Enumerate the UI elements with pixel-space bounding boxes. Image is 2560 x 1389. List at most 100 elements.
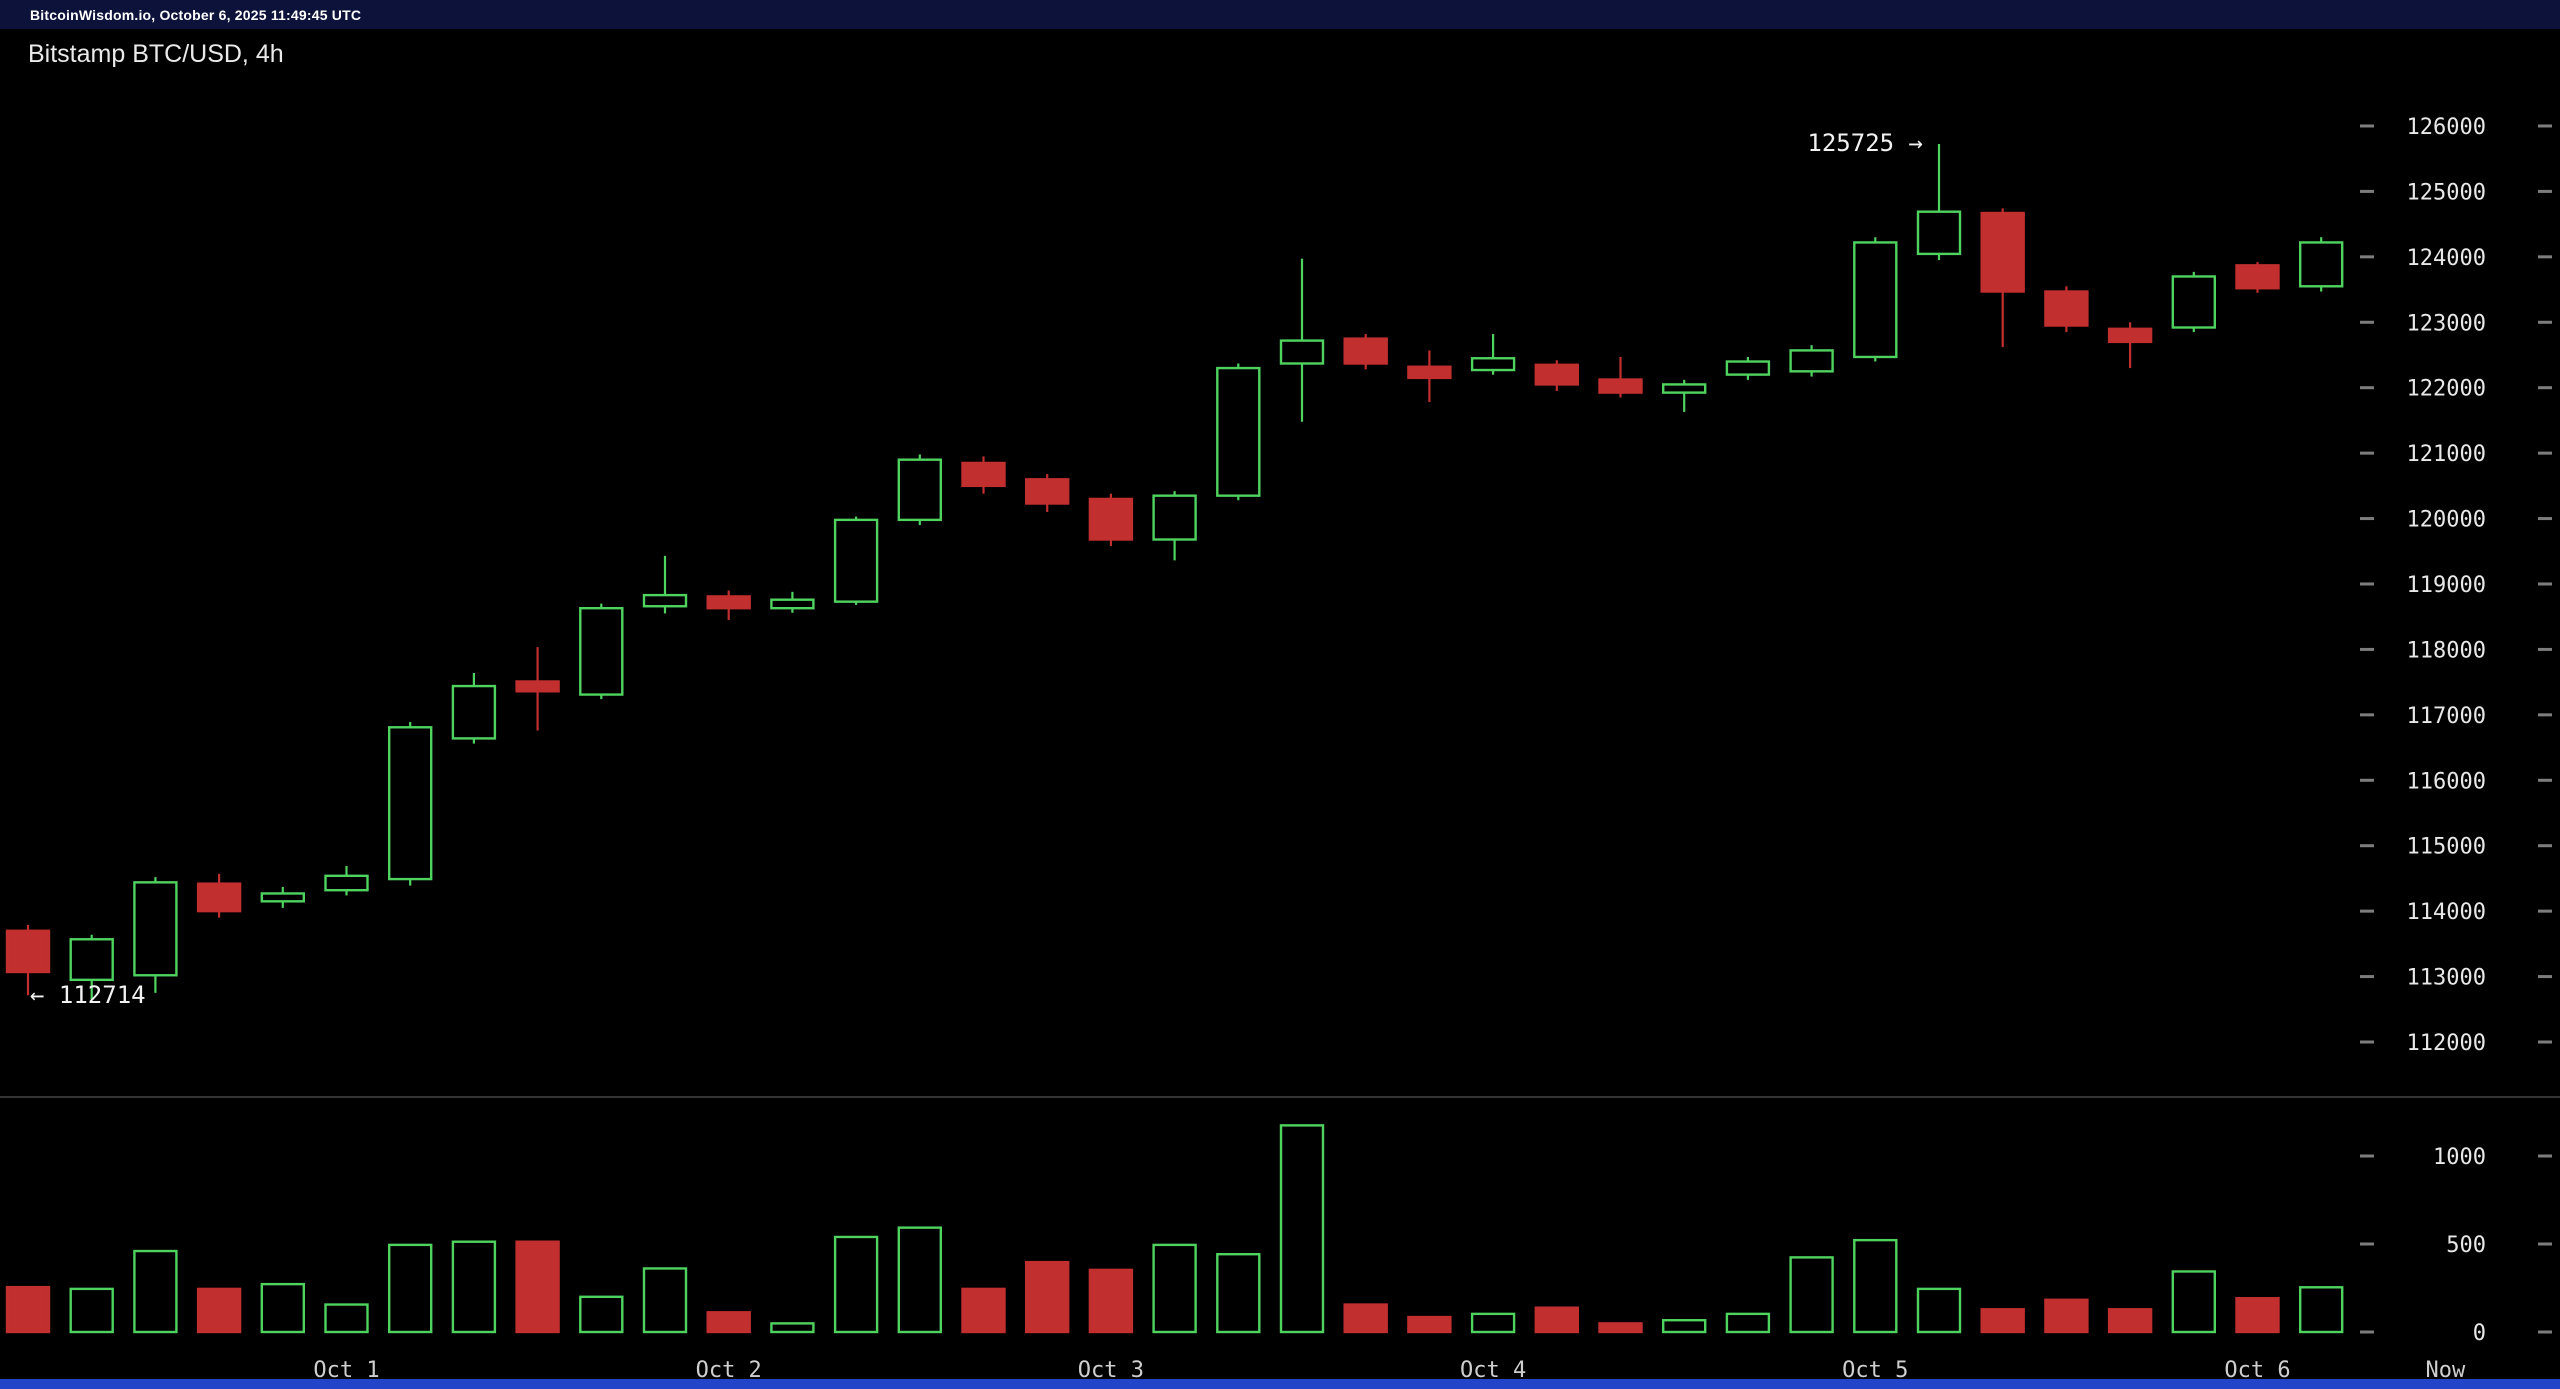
price-tick-mark xyxy=(2360,713,2374,717)
candle-body xyxy=(1980,211,2025,293)
volume-bar xyxy=(2044,1298,2089,1334)
volume-bar xyxy=(1534,1306,1580,1334)
volume-tick-mark-right xyxy=(2538,1242,2552,1246)
volume-bar xyxy=(1024,1260,1070,1334)
volume-bar xyxy=(2171,1270,2217,1334)
price-tick-mark-right xyxy=(2538,124,2552,128)
price-tick-label: 118000 xyxy=(2407,638,2486,663)
price-tick-mark-right xyxy=(2538,647,2552,651)
volume-bar xyxy=(1216,1253,1261,1334)
volume-tick-label: 0 xyxy=(2473,1321,2486,1346)
volume-bar xyxy=(1980,1308,2025,1334)
volume-tick-label: 500 xyxy=(2446,1233,2486,1258)
price-tick-label: 113000 xyxy=(2407,966,2486,991)
time-axis-label: Oct 2 xyxy=(696,1358,762,1383)
volume-tick-mark-right xyxy=(2538,1154,2552,1158)
volume-tick-label: 1000 xyxy=(2433,1145,2486,1170)
price-tick-label: 122000 xyxy=(2407,377,2486,402)
price-tick-mark xyxy=(2360,1040,2374,1044)
price-tick-label: 114000 xyxy=(2407,900,2486,925)
volume-bar xyxy=(1407,1315,1452,1334)
volume-bar xyxy=(579,1295,624,1334)
volume-bar xyxy=(324,1303,369,1334)
time-axis-label: Oct 3 xyxy=(1078,1358,1144,1383)
candle-body xyxy=(2235,264,2280,290)
candle-body xyxy=(515,680,560,693)
candle-body xyxy=(2298,241,2344,288)
price-tick-label: 121000 xyxy=(2407,442,2486,467)
volume-bar xyxy=(897,1226,942,1334)
candle-body xyxy=(1916,210,1962,256)
volume-bar xyxy=(770,1322,815,1334)
candle-body xyxy=(1661,383,1707,394)
volume-bar xyxy=(2298,1286,2344,1334)
candle-body xyxy=(1534,363,1580,386)
price-tick-label: 125000 xyxy=(2407,180,2486,205)
volume-tick-mark xyxy=(2360,1154,2374,1158)
volume-bar xyxy=(833,1235,879,1334)
volume-bar xyxy=(388,1243,433,1334)
volume-bar xyxy=(196,1287,242,1334)
price-tick-label: 115000 xyxy=(2407,835,2486,860)
candle-body xyxy=(897,458,942,522)
volume-tick-mark xyxy=(2360,1330,2374,1334)
bottom-bar xyxy=(0,1379,2560,1389)
volume-bar xyxy=(69,1287,114,1334)
price-tick-mark xyxy=(2360,517,2374,521)
price-tick-mark-right xyxy=(2538,844,2552,848)
candle-body xyxy=(706,595,751,610)
volume-bar xyxy=(1853,1238,1898,1334)
candle-body xyxy=(133,881,178,977)
price-tick-mark-right xyxy=(2538,451,2552,455)
candle-body xyxy=(388,726,433,881)
price-tick-mark xyxy=(2360,451,2374,455)
price-tick-mark xyxy=(2360,255,2374,259)
price-tick-label: 120000 xyxy=(2407,508,2486,533)
price-tick-label: 124000 xyxy=(2407,246,2486,271)
volume-bar xyxy=(1725,1312,1771,1334)
candle-body xyxy=(451,684,497,740)
volume-bar xyxy=(1916,1287,1962,1334)
price-tick-mark xyxy=(2360,844,2374,848)
low-price-annotation: ← 112714 xyxy=(30,981,146,1010)
candle-body xyxy=(2044,290,2089,327)
volume-bar xyxy=(706,1311,751,1334)
candle-body xyxy=(196,882,242,913)
time-axis-label: Oct 6 xyxy=(2224,1358,2290,1383)
volume-bar xyxy=(2235,1297,2280,1334)
volume-bar xyxy=(1470,1312,1516,1334)
volume-bar xyxy=(260,1282,305,1334)
volume-bar xyxy=(515,1240,560,1334)
volume-bar xyxy=(2107,1308,2153,1334)
volume-bar xyxy=(1661,1319,1707,1334)
chart-title: Bitstamp BTC/USD, 4h xyxy=(28,40,284,68)
price-tick-mark xyxy=(2360,320,2374,324)
time-axis-label: Oct 1 xyxy=(313,1358,379,1383)
price-tick-mark xyxy=(2360,778,2374,782)
price-tick-mark-right xyxy=(2538,517,2552,521)
price-tick-mark-right xyxy=(2538,189,2552,193)
candle-body xyxy=(1279,339,1325,365)
candle-body xyxy=(69,938,114,982)
price-tick-mark-right xyxy=(2538,582,2552,586)
top-bar-text: BitcoinWisdom.io, October 6, 2025 11:49:… xyxy=(30,6,362,23)
candle-body xyxy=(1470,357,1516,372)
price-tick-mark xyxy=(2360,189,2374,193)
price-tick-mark xyxy=(2360,647,2374,651)
candle-body xyxy=(961,461,1006,488)
volume-tick-mark-right xyxy=(2538,1330,2552,1334)
candle-body xyxy=(770,598,815,610)
volume-bar xyxy=(1598,1322,1643,1334)
price-tick-mark-right xyxy=(2538,320,2552,324)
time-axis-label: Now xyxy=(2426,1358,2466,1383)
candle-body xyxy=(260,892,305,903)
price-tick-label: 123000 xyxy=(2407,311,2486,336)
candle-body xyxy=(1598,378,1643,394)
candle-body xyxy=(1024,478,1070,505)
volume-bar xyxy=(1152,1243,1197,1334)
volume-bar xyxy=(1789,1256,1834,1334)
price-tick-mark-right xyxy=(2538,1040,2552,1044)
volume-bar xyxy=(451,1240,497,1334)
candle-body xyxy=(1088,497,1134,541)
